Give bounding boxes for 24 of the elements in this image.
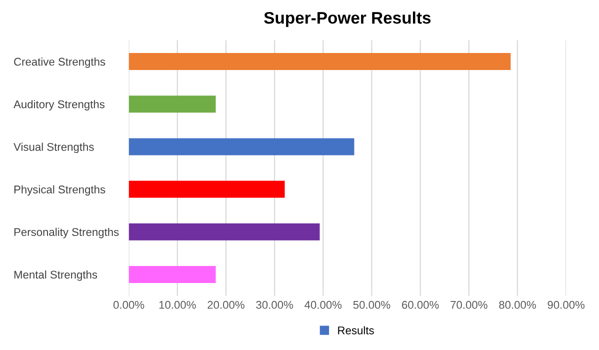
y-tick-label: Auditory Strengths xyxy=(14,100,105,110)
legend-label: Results xyxy=(338,326,374,334)
chart-title: Super-Power Results xyxy=(264,12,431,28)
bar xyxy=(128,266,216,283)
x-tick-label: 60.00% xyxy=(402,300,439,309)
x-tick-label: 0.00% xyxy=(113,300,144,309)
bar xyxy=(128,180,285,198)
x-tick-label: 80.00% xyxy=(499,300,536,309)
x-tick-label: 50.00% xyxy=(353,300,390,309)
x-tick-label: 90.00% xyxy=(548,300,585,309)
x-tick-label: 70.00% xyxy=(450,300,488,309)
x-tick-label: 40.00% xyxy=(304,300,342,309)
bar xyxy=(128,138,354,156)
y-tick-label: Personality Strengths xyxy=(14,228,119,238)
x-tick-label: 30.00% xyxy=(256,300,293,309)
y-tick-label: Mental Strengths xyxy=(14,270,98,281)
bar xyxy=(128,53,511,70)
x-tick-label: 20.00% xyxy=(208,300,244,309)
y-tick-label: Visual Strengths xyxy=(14,142,94,154)
bar xyxy=(128,223,320,240)
x-tick-label: 10.00% xyxy=(159,300,196,309)
bar xyxy=(128,96,216,113)
y-tick-label: Physical Strengths xyxy=(14,185,106,196)
y-tick-label: Creative Strengths xyxy=(14,58,106,68)
